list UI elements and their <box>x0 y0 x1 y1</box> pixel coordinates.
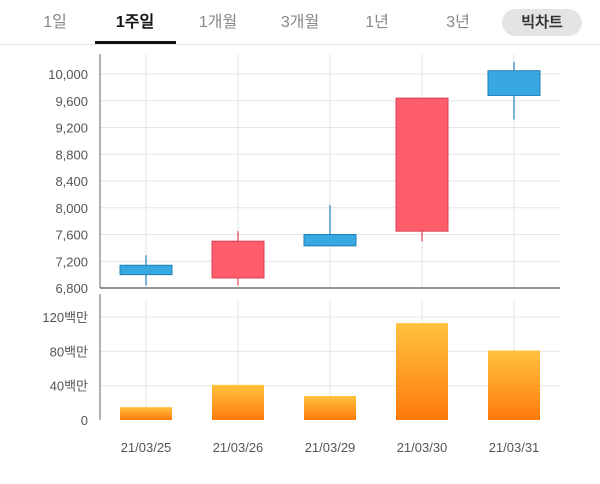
volume-bar <box>120 407 172 420</box>
tab-1-week[interactable]: 1주일 <box>115 14 155 31</box>
price-tick-label: 8,400 <box>55 174 88 189</box>
x-tick-label: 21/03/29 <box>305 440 356 455</box>
price-panel: 6,800 7,200 7,600 8,000 8,400 8,800 9,200 9,600… <box>48 54 560 296</box>
candle-body <box>119 264 173 276</box>
active-tab-indicator <box>95 41 176 44</box>
x-tick-label: 21/03/25 <box>121 440 172 455</box>
stock-chart: 6,800 7,200 7,600 8,000 8,400 8,800 9,200 9,600… <box>42 54 560 455</box>
tab-1-month[interactable]: 1개월 <box>198 14 238 31</box>
tab-3-year[interactable]: 3년 <box>446 14 470 31</box>
price-tick-label: 7,200 <box>55 254 88 269</box>
candle <box>303 205 357 247</box>
volume-tick-label: 120백만 <box>42 310 88 325</box>
candle-body <box>303 234 357 247</box>
tab-1-year[interactable]: 1년 <box>365 14 389 31</box>
volume-bar <box>396 323 448 420</box>
volume-bar <box>488 350 540 420</box>
tab-1-day[interactable]: 1일 <box>43 14 67 31</box>
x-tick-label: 21/03/26 <box>213 440 264 455</box>
volume-bar <box>304 396 356 420</box>
volume-tick-label: 40백만 <box>50 379 88 394</box>
price-tick-label: 9,600 <box>55 94 88 109</box>
price-tick-label: 8,000 <box>55 201 88 216</box>
price-tick-label: 8,800 <box>55 147 88 162</box>
x-tick-label: 21/03/31 <box>489 440 540 455</box>
candle-body <box>487 70 541 96</box>
candle <box>119 255 173 286</box>
price-tick-label: 7,600 <box>55 228 88 243</box>
candle <box>211 231 265 286</box>
candle <box>487 62 541 120</box>
volume-tick-label: 80백만 <box>50 344 88 359</box>
tab-3-month[interactable]: 3개월 <box>280 14 320 31</box>
x-axis: 21/03/25 21/03/26 21/03/29 21/03/30 21/03/31 <box>121 440 540 455</box>
volume-bar <box>212 384 264 420</box>
candle-body <box>395 97 449 232</box>
candle <box>395 97 449 242</box>
price-tick-label: 6,800 <box>55 281 88 296</box>
volume-tick-label: 0 <box>81 413 88 428</box>
price-tick-label: 9,200 <box>55 121 88 136</box>
price-tick-label: 10,000 <box>48 67 88 82</box>
candle-body <box>211 240 265 279</box>
period-tab-bar: 1일 1주일 1개월 3개월 1년 3년 빅차트 <box>0 0 600 45</box>
x-tick-label: 21/03/30 <box>397 440 448 455</box>
volume-panel: 0 40백만 80백만 120백만 <box>42 294 560 428</box>
big-chart-button[interactable]: 빅차트 <box>502 9 582 36</box>
